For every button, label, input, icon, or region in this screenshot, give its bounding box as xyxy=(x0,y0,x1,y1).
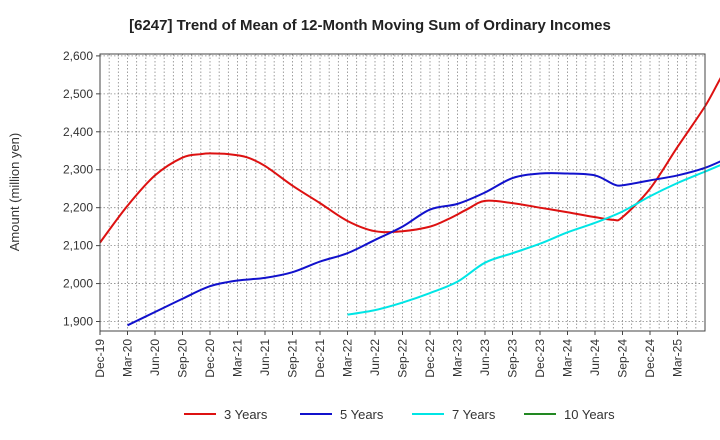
y-tick-label: 2,600 xyxy=(63,49,93,63)
x-tick-label: Sep-24 xyxy=(616,339,630,378)
y-axis-label: Amount (million yen) xyxy=(7,133,22,252)
x-tick-label: Dec-23 xyxy=(533,339,547,378)
y-tick-label: 2,300 xyxy=(63,163,93,177)
x-tick-label: Jun-22 xyxy=(368,339,382,376)
y-tick-label: 2,200 xyxy=(63,201,93,215)
grid xyxy=(100,54,705,331)
x-ticks: Dec-19 Mar-20 Jun-20 Sep-20 Dec-20 Mar-21 Jun-… xyxy=(93,331,685,378)
y-tick-label: 2,400 xyxy=(63,125,93,139)
y-ticks: 1,900 2,000 2,100 2,200 2,300 2,400 2,500 2,600 xyxy=(63,49,100,329)
x-tick-label: Dec-20 xyxy=(203,339,217,378)
x-tick-label: Mar-25 xyxy=(671,339,685,377)
x-tick-label: Dec-24 xyxy=(643,339,657,378)
legend-label-5-years: 5 Years xyxy=(340,407,384,422)
x-tick-label: Dec-19 xyxy=(93,339,107,378)
x-tick-label: Jun-24 xyxy=(588,339,602,376)
x-tick-label: Sep-23 xyxy=(506,339,520,378)
y-tick-label: 1,900 xyxy=(63,315,93,329)
legend-label-10-years: 10 Years xyxy=(564,407,615,422)
x-tick-label: Sep-22 xyxy=(396,339,410,378)
x-tick-label: Jun-20 xyxy=(148,339,162,376)
x-tick-label: Sep-20 xyxy=(176,339,190,378)
x-tick-label: Sep-21 xyxy=(286,339,300,378)
series-line-3-years xyxy=(99,77,720,244)
x-tick-label: Dec-21 xyxy=(313,339,327,378)
y-tick-label: 2,500 xyxy=(63,87,93,101)
x-tick-label: Mar-23 xyxy=(451,339,465,377)
chart-title: [6247] Trend of Mean of 12-Month Moving … xyxy=(129,17,611,34)
x-tick-label: Mar-20 xyxy=(121,339,135,377)
legend: 3 Years 5 Years 7 Years 10 Years xyxy=(184,407,615,422)
x-tick-label: Jun-23 xyxy=(478,339,492,376)
x-tick-label: Mar-21 xyxy=(231,339,245,377)
series-layer xyxy=(99,77,720,327)
x-tick-label: Mar-22 xyxy=(341,339,355,377)
x-tick-label: Jun-21 xyxy=(258,339,272,376)
series-line-5-years xyxy=(127,160,720,327)
x-tick-label: Dec-22 xyxy=(423,339,437,378)
x-tick-label: Mar-24 xyxy=(561,339,575,377)
y-tick-label: 2,100 xyxy=(63,239,93,253)
series-line-7-years xyxy=(347,164,720,316)
legend-label-3-years: 3 Years xyxy=(224,407,268,422)
legend-label-7-years: 7 Years xyxy=(452,407,496,422)
y-tick-label: 2,000 xyxy=(63,277,93,291)
